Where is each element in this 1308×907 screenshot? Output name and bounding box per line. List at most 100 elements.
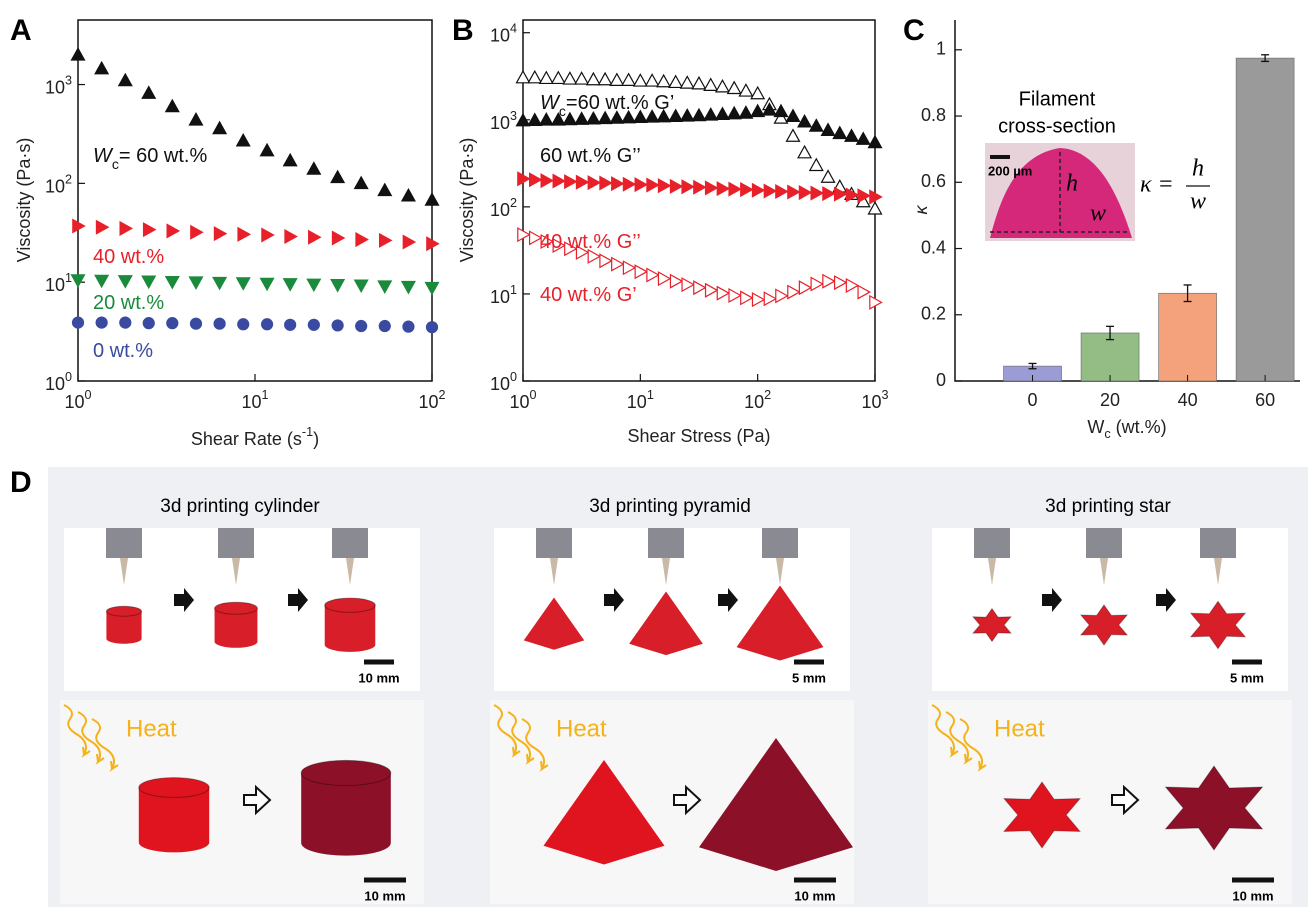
point xyxy=(823,187,835,200)
point xyxy=(166,277,179,289)
y-tick-label: 0.2 xyxy=(921,304,946,324)
point xyxy=(729,289,741,302)
text-part: 20 wt.% xyxy=(93,292,164,314)
x-tick-label: 60 xyxy=(1255,390,1275,410)
point xyxy=(355,280,368,292)
point xyxy=(119,276,132,288)
point xyxy=(262,319,273,330)
point xyxy=(658,272,670,285)
point xyxy=(96,221,108,234)
bar xyxy=(1236,58,1294,381)
annotation: 40 wt.% G’ xyxy=(540,284,637,306)
printed-object-top xyxy=(106,606,141,616)
y-tick-label: 0.6 xyxy=(921,171,946,191)
panel-label: A xyxy=(10,14,32,47)
point xyxy=(189,277,202,289)
text-part: 0 wt.% xyxy=(93,340,153,362)
point xyxy=(191,226,203,239)
text-part: 40 wt.% G’ xyxy=(540,284,637,306)
heated-object-after-top xyxy=(301,760,391,785)
text-part: Viscosity (Pa·s) xyxy=(14,138,34,263)
heat-label: Heat xyxy=(126,715,177,742)
text-part: Shear Rate (s xyxy=(191,429,302,449)
y-axis-label: Viscosity (Pa·s) xyxy=(457,138,477,263)
point xyxy=(706,284,718,297)
point xyxy=(811,278,823,291)
y-tick-label: 100 xyxy=(45,370,72,393)
y-tick-label: 1 xyxy=(936,39,946,59)
point xyxy=(261,144,274,156)
point xyxy=(799,281,811,294)
point xyxy=(356,321,367,332)
point xyxy=(846,279,858,292)
point xyxy=(563,72,576,84)
panel-label: D xyxy=(10,466,32,499)
x-tick-label: 100 xyxy=(509,388,536,411)
formula-den: w xyxy=(1190,189,1206,215)
point xyxy=(810,159,823,171)
text-part: c xyxy=(112,156,119,172)
inset-h: h xyxy=(1066,171,1078,197)
point xyxy=(786,110,799,122)
point xyxy=(835,276,847,289)
point xyxy=(238,228,250,241)
point xyxy=(73,317,84,328)
point xyxy=(823,275,835,288)
point xyxy=(599,73,612,85)
point xyxy=(798,146,811,158)
point xyxy=(788,186,800,199)
text-part: =60 wt.% G’ xyxy=(566,92,674,114)
point xyxy=(143,318,154,329)
point xyxy=(262,229,274,242)
point xyxy=(95,275,108,287)
point xyxy=(776,185,788,198)
point xyxy=(541,174,553,187)
point xyxy=(167,224,179,237)
point xyxy=(355,177,368,189)
point xyxy=(587,73,600,85)
point xyxy=(739,106,752,118)
point xyxy=(144,223,156,236)
point xyxy=(72,48,85,60)
inset-w: w xyxy=(1090,201,1106,227)
point xyxy=(380,234,392,247)
scale-label: 10 mm xyxy=(1232,888,1273,903)
point xyxy=(857,133,870,145)
point xyxy=(237,134,250,146)
point xyxy=(788,286,800,299)
annotation: Wc= 60 wt.% xyxy=(93,145,207,171)
point xyxy=(681,109,694,121)
point xyxy=(741,183,753,196)
point xyxy=(623,261,635,274)
point xyxy=(704,79,717,91)
point xyxy=(307,279,320,291)
point xyxy=(717,287,729,300)
point xyxy=(378,184,391,196)
point xyxy=(120,222,132,235)
point xyxy=(426,282,439,294)
sequence-title: 3d printing cylinder xyxy=(160,496,320,517)
heated-object-before-top xyxy=(139,778,209,798)
y-tick-label: 104 xyxy=(490,22,517,45)
heat-label: Heat xyxy=(994,715,1045,742)
x-tick-label: 102 xyxy=(418,388,445,411)
point xyxy=(682,180,694,193)
point xyxy=(214,318,225,329)
text-part: W xyxy=(1087,417,1104,437)
point xyxy=(764,292,776,305)
point xyxy=(331,171,344,183)
text-part: (wt.%) xyxy=(1111,417,1167,437)
point xyxy=(647,179,659,192)
text-part: 40 wt.% G’’ xyxy=(540,231,641,253)
point xyxy=(403,236,415,249)
point xyxy=(237,278,250,290)
point xyxy=(612,258,624,271)
x-tick-label: 100 xyxy=(64,388,91,411)
point xyxy=(166,100,179,112)
point xyxy=(600,254,612,267)
annotation: 20 wt.% xyxy=(93,292,164,314)
sequence-title: 3d printing star xyxy=(1045,496,1171,517)
point xyxy=(284,279,297,291)
inset-title: Filament xyxy=(1019,88,1096,110)
point xyxy=(213,277,226,289)
